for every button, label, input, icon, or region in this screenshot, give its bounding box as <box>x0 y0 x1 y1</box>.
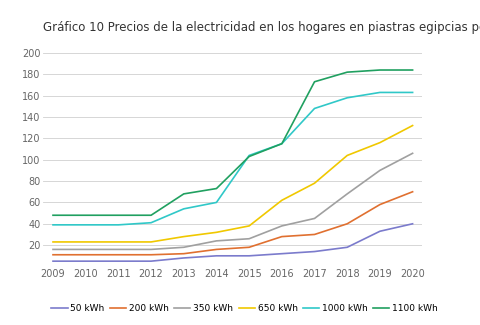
200 kWh <box>116 253 121 257</box>
1000 kWh <box>50 223 56 227</box>
650 kWh <box>50 240 56 244</box>
350 kWh <box>410 151 416 155</box>
50 kWh <box>377 229 383 233</box>
1100 kWh <box>214 187 219 190</box>
200 kWh <box>83 253 89 257</box>
200 kWh <box>312 232 317 236</box>
650 kWh <box>377 141 383 145</box>
200 kWh <box>148 253 154 257</box>
50 kWh <box>344 245 350 249</box>
1000 kWh <box>279 142 285 146</box>
650 kWh <box>148 240 154 244</box>
1100 kWh <box>279 142 285 146</box>
50 kWh <box>116 259 121 263</box>
650 kWh <box>83 240 89 244</box>
650 kWh <box>246 224 252 228</box>
350 kWh <box>148 247 154 251</box>
650 kWh <box>410 124 416 127</box>
650 kWh <box>279 198 285 202</box>
1000 kWh <box>344 96 350 100</box>
50 kWh <box>181 256 187 260</box>
650 kWh <box>344 153 350 157</box>
1100 kWh <box>312 80 317 84</box>
200 kWh <box>344 222 350 226</box>
650 kWh <box>181 235 187 239</box>
50 kWh <box>50 259 56 263</box>
200 kWh <box>246 245 252 249</box>
1000 kWh <box>377 90 383 94</box>
1100 kWh <box>344 70 350 74</box>
650 kWh <box>116 240 121 244</box>
50 kWh <box>214 254 219 258</box>
650 kWh <box>214 230 219 234</box>
200 kWh <box>279 235 285 239</box>
50 kWh <box>279 252 285 256</box>
1100 kWh <box>181 192 187 196</box>
1000 kWh <box>83 223 89 227</box>
1100 kWh <box>148 213 154 217</box>
1100 kWh <box>377 68 383 72</box>
350 kWh <box>116 247 121 251</box>
1000 kWh <box>246 153 252 157</box>
350 kWh <box>181 245 187 249</box>
1000 kWh <box>148 221 154 225</box>
Line: 1000 kWh: 1000 kWh <box>53 92 413 225</box>
1100 kWh <box>83 213 89 217</box>
1000 kWh <box>312 107 317 111</box>
Line: 50 kWh: 50 kWh <box>53 224 413 261</box>
Legend: 50 kWh, 200 kWh, 350 kWh, 650 kWh, 1000 kWh, 1100 kWh: 50 kWh, 200 kWh, 350 kWh, 650 kWh, 1000 … <box>48 300 442 317</box>
1100 kWh <box>246 155 252 159</box>
350 kWh <box>312 216 317 220</box>
50 kWh <box>83 259 89 263</box>
1000 kWh <box>181 207 187 211</box>
Text: Gráfico 10 Precios de la electricidad en los hogares en piastras egipcias por kW: Gráfico 10 Precios de la electricidad en… <box>43 21 480 34</box>
1100 kWh <box>50 213 56 217</box>
Line: 1100 kWh: 1100 kWh <box>53 70 413 215</box>
350 kWh <box>246 237 252 241</box>
350 kWh <box>377 168 383 172</box>
50 kWh <box>246 254 252 258</box>
1100 kWh <box>410 68 416 72</box>
50 kWh <box>312 250 317 254</box>
350 kWh <box>214 239 219 243</box>
200 kWh <box>377 202 383 206</box>
350 kWh <box>344 192 350 196</box>
1000 kWh <box>116 223 121 227</box>
350 kWh <box>83 247 89 251</box>
50 kWh <box>410 222 416 226</box>
650 kWh <box>312 181 317 185</box>
200 kWh <box>181 252 187 256</box>
200 kWh <box>214 247 219 251</box>
Line: 200 kWh: 200 kWh <box>53 192 413 255</box>
350 kWh <box>50 247 56 251</box>
50 kWh <box>148 259 154 263</box>
200 kWh <box>50 253 56 257</box>
Line: 350 kWh: 350 kWh <box>53 153 413 249</box>
Line: 650 kWh: 650 kWh <box>53 125 413 242</box>
1000 kWh <box>410 90 416 94</box>
1100 kWh <box>116 213 121 217</box>
1000 kWh <box>214 201 219 204</box>
200 kWh <box>410 190 416 194</box>
350 kWh <box>279 224 285 228</box>
